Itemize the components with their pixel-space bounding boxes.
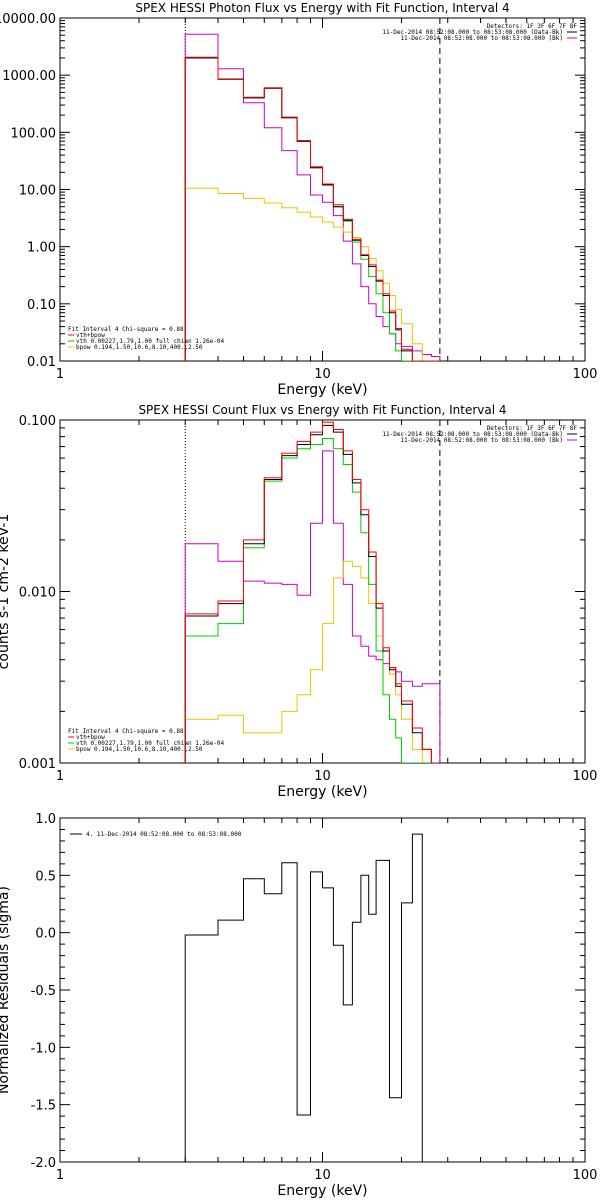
- y-tick-label: 1.0: [35, 812, 56, 827]
- x-tick-label: 100: [573, 1168, 598, 1183]
- y-tick-label: 10.00: [19, 184, 56, 199]
- y-tick-label: 0.010: [19, 586, 56, 601]
- y-tick-label: 0.01: [27, 355, 56, 370]
- y-tick-label: 100.00: [11, 126, 57, 141]
- legend-top-item: 11-Dec-2014 08:52:08.000 to 08:53:08.000…: [382, 29, 563, 36]
- series-group: [184, 33, 441, 361]
- plot-frame: [59, 17, 586, 362]
- legend-bottom-item: Fit Interval 4 Chi-square = 0.88: [68, 728, 184, 735]
- legend-bottom-item: vth 0.00227,1.79,1.00 full chian 1.26e-0…: [76, 338, 224, 345]
- legend-bottom-item: bpow 0.194,1.50,10.6,8.10,400.,2.50: [76, 746, 203, 753]
- y-tick-label: 0.0: [35, 927, 56, 942]
- y-tick-label: 1000.00: [2, 69, 56, 84]
- x-tick-label: 10: [314, 769, 331, 784]
- legend-bottom-item: vth+bpow: [76, 734, 105, 741]
- chart-title: SPEX HESSI Count Flux vs Energy with Fit…: [138, 403, 506, 417]
- y-tick-label: 1.00: [27, 241, 56, 256]
- y-tick-label: -1.5: [31, 1099, 56, 1114]
- y-tick-label: 10000.00: [0, 12, 56, 27]
- series-data: [184, 833, 423, 1162]
- legend-bottom-item: Fit Interval 4 Chi-square = 0.88: [68, 326, 184, 333]
- x-tick-label: 100: [573, 769, 598, 784]
- y-axis-label: counts s-1 cm-2 keV-1: [0, 514, 12, 670]
- y-axis-label: Normalized Residuals (sigma): [0, 886, 12, 1094]
- legend-top-item: 11-Dec-2014 08:52:08.000 to 08:53:08.000…: [400, 437, 563, 444]
- x-axis-label: Energy (keV): [277, 1183, 367, 1199]
- series-group: [184, 833, 423, 1162]
- series-fit: [184, 56, 441, 361]
- x-tick-label: 10: [314, 1168, 331, 1183]
- panel-2: SPEX HESSI Count Flux vs Energy with Fit…: [0, 403, 597, 800]
- y-tick-label: -1.0: [31, 1041, 56, 1056]
- y-tick-label: 0.5: [35, 869, 56, 884]
- legend-top-item: Detectors: 1F 3F 6F 7F 8F: [487, 23, 578, 30]
- legend-top-item: 11-Dec-2014 08:52:08.000 to 08:53:08.000…: [382, 431, 563, 438]
- legend-top-item: Detectors: 1F 3F 6F 7F 8F: [487, 425, 578, 432]
- series-fit: [184, 421, 441, 763]
- x-tick-label: 1: [56, 769, 64, 784]
- plot-frame: [59, 817, 586, 1163]
- panel-1: SPEX HESSI Photon Flux vs Energy with Fi…: [0, 1, 597, 398]
- y-tick-label: 0.10: [27, 298, 56, 313]
- series-group: [184, 421, 441, 763]
- series-bpow: [184, 560, 441, 763]
- series-data: [184, 424, 441, 763]
- legend-bottom-item: vth+bpow: [76, 332, 105, 339]
- series-bkg: [184, 450, 441, 763]
- x-tick-label: 100: [573, 367, 598, 382]
- panel-3: 1 10 100 Energy (keV) -2.0 -1.5 -1.0 -0.5 0.0 0.5…: [0, 812, 597, 1199]
- series-bkg: [184, 33, 441, 361]
- y-tick-label: 0.100: [19, 414, 56, 429]
- legend-bottom-item: vth 0.00227,1.79,1.00 full chian 1.26e-0…: [76, 740, 224, 747]
- legend-bottom-item: bpow 0.194,1.50,10.6,8.10,400.,2.50: [76, 344, 203, 351]
- x-axis-label: Energy (keV): [277, 382, 367, 398]
- x-tick-label: 10: [314, 367, 331, 382]
- y-tick-label: -0.5: [31, 984, 56, 999]
- x-axis-label: Energy (keV): [277, 784, 367, 800]
- legend-top-item: 4. 11-Dec-2014 08:52:08.000 to 08:53:08.…: [86, 831, 242, 838]
- x-tick-label: 1: [56, 1168, 64, 1183]
- y-tick-label: 0.001: [19, 757, 56, 772]
- chart-title: SPEX HESSI Photon Flux vs Energy with Fi…: [135, 1, 509, 15]
- legend-top-item: 11-Dec-2014 08:52:08.000 to 08:53:08.000…: [400, 35, 563, 42]
- x-tick-label: 1: [56, 367, 64, 382]
- y-tick-label: -2.0: [31, 1156, 56, 1171]
